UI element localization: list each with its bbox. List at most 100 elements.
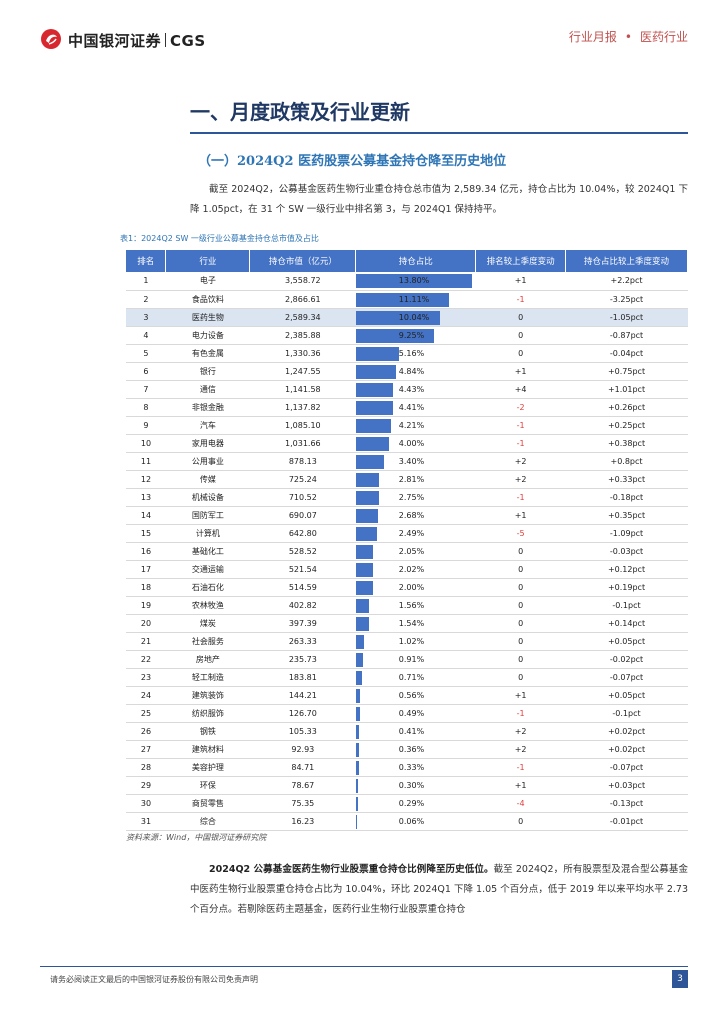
- cell-rank: 15: [126, 524, 166, 543]
- pct-label: 0.36%: [398, 744, 425, 754]
- cell-rank-change: -1: [475, 416, 566, 435]
- holdings-table: 排名 行业 持仓市值（亿元） 持仓占比 排名较上季度变动 持仓占比较上季度变动 …: [126, 250, 688, 831]
- pct-label: 5.16%: [398, 348, 425, 358]
- cell-industry: 公用事业: [165, 452, 250, 471]
- pct-bar: [355, 670, 362, 685]
- cell-value: 514.59: [249, 578, 356, 597]
- cell-rank: 24: [126, 686, 166, 705]
- cell-pct-change: -0.02pct: [565, 650, 688, 669]
- cell-rank-change: -1: [475, 434, 566, 453]
- cell-pct-change: +0.03pct: [565, 776, 688, 795]
- pct-label: 4.84%: [398, 366, 425, 376]
- cell-value: 2,866.61: [249, 290, 356, 309]
- cell-rank: 18: [126, 578, 166, 597]
- cell-pct-change: +0.02pct: [565, 740, 688, 759]
- cell-pct-change: +2.2pct: [565, 272, 688, 291]
- pct-bar: [355, 346, 400, 361]
- cell-rank: 13: [126, 488, 166, 507]
- table-row: 30 商贸零售 75.35 0.29% -4 -0.13pct: [126, 794, 688, 813]
- cell-rank-change: -1: [475, 758, 566, 777]
- cell-rank: 9: [126, 416, 166, 435]
- cell-pct-change: +0.75pct: [565, 362, 688, 381]
- cell-industry: 基础化工: [165, 542, 250, 561]
- table-caption: 表1：2024Q2 SW 一级行业公募基金持仓总市值及占比: [120, 234, 319, 243]
- cell-value: 1,137.82: [249, 398, 356, 417]
- cell-pct-change: +0.14pct: [565, 614, 688, 633]
- cell-pct-change: -0.1pct: [565, 704, 688, 723]
- table-row: 25 纺织服饰 126.70 0.49% -1 -0.1pct: [126, 704, 688, 723]
- cell-pct-change: -0.1pct: [565, 596, 688, 615]
- cell-rank-change: +4: [475, 380, 566, 399]
- pct-bar: [355, 814, 357, 829]
- table-row: 26 钢铁 105.33 0.41% +2 +0.02pct: [126, 722, 688, 741]
- cell-industry: 汽车: [165, 416, 250, 435]
- page-number: 3: [672, 970, 688, 988]
- cell-rank-change: 0: [475, 344, 566, 363]
- pct-label: 0.56%: [398, 690, 425, 700]
- cell-pct: 1.56%: [355, 596, 476, 615]
- pct-label: 0.41%: [398, 726, 425, 736]
- cell-pct-change: +0.05pct: [565, 632, 688, 651]
- cell-rank: 14: [126, 506, 166, 525]
- cell-rank-change: +2: [475, 452, 566, 471]
- cell-pct-change: -0.01pct: [565, 812, 688, 831]
- table-body: 1 电子 3,558.72 13.80% +1 +2.2pct 2 食品饮料 2,866.61 1…: [126, 272, 688, 831]
- cell-rank-change: +2: [475, 470, 566, 489]
- cell-industry: 医药生物: [165, 308, 250, 327]
- pct-label: 0.06%: [398, 816, 425, 826]
- cell-value: 16.23: [249, 812, 356, 831]
- cell-value: 75.35: [249, 794, 356, 813]
- pct-label: 4.43%: [398, 384, 425, 394]
- pct-bar: [355, 418, 392, 433]
- cell-industry: 电子: [165, 272, 250, 291]
- pct-bar: [355, 364, 397, 379]
- cell-rank-change: +2: [475, 722, 566, 741]
- pct-bar: [355, 562, 373, 577]
- table-row: 15 计算机 642.80 2.49% -5 -1.09pct: [126, 524, 688, 543]
- cell-value: 183.81: [249, 668, 356, 687]
- cell-value: 78.67: [249, 776, 356, 795]
- pct-label: 10.04%: [398, 312, 430, 322]
- cell-pct-change: -3.25pct: [565, 290, 688, 309]
- cell-value: 3,558.72: [249, 272, 356, 291]
- header-rank: 排名: [126, 250, 167, 272]
- cell-pct-change: +0.12pct: [565, 560, 688, 579]
- cell-rank-change: 0: [475, 812, 566, 831]
- cell-industry: 建筑材料: [165, 740, 250, 759]
- cell-industry: 国防军工: [165, 506, 250, 525]
- cell-value: 263.33: [249, 632, 356, 651]
- pct-bar: [355, 742, 359, 757]
- cell-rank-change: 0: [475, 578, 566, 597]
- pct-label: 0.30%: [398, 780, 425, 790]
- cell-pct: 4.41%: [355, 398, 476, 417]
- table-row: 6 银行 1,247.55 4.84% +1 +0.75pct: [126, 362, 688, 381]
- pct-label: 2.68%: [398, 510, 425, 520]
- pct-bar: [355, 400, 393, 415]
- cell-industry: 综合: [165, 812, 250, 831]
- cell-rank: 8: [126, 398, 166, 417]
- cell-rank: 28: [126, 758, 166, 777]
- cell-pct-change: +0.38pct: [565, 434, 688, 453]
- cell-industry: 传媒: [165, 470, 250, 489]
- pct-label: 2.75%: [398, 492, 425, 502]
- cell-pct: 11.11%: [355, 290, 476, 309]
- cell-value: 1,330.36: [249, 344, 356, 363]
- pct-bar: [355, 490, 379, 505]
- cell-industry: 计算机: [165, 524, 250, 543]
- cell-value: 2,589.34: [249, 308, 356, 327]
- cell-pct: 2.00%: [355, 578, 476, 597]
- cell-value: 642.80: [249, 524, 356, 543]
- cell-industry: 社会服务: [165, 632, 250, 651]
- cell-pct: 4.21%: [355, 416, 476, 435]
- pct-bar: [355, 310, 441, 325]
- cell-value: 521.54: [249, 560, 356, 579]
- cell-industry: 电力设备: [165, 326, 250, 345]
- report-type: 行业月报: [568, 30, 617, 44]
- pct-label: 4.00%: [398, 438, 425, 448]
- cell-industry: 有色金属: [165, 344, 250, 363]
- brand-cn: 中国银河证券: [68, 32, 162, 50]
- cell-value: 235.73: [249, 650, 356, 669]
- cell-pct: 0.30%: [355, 776, 476, 795]
- section-divider: [190, 132, 688, 134]
- pct-bar: [355, 472, 380, 487]
